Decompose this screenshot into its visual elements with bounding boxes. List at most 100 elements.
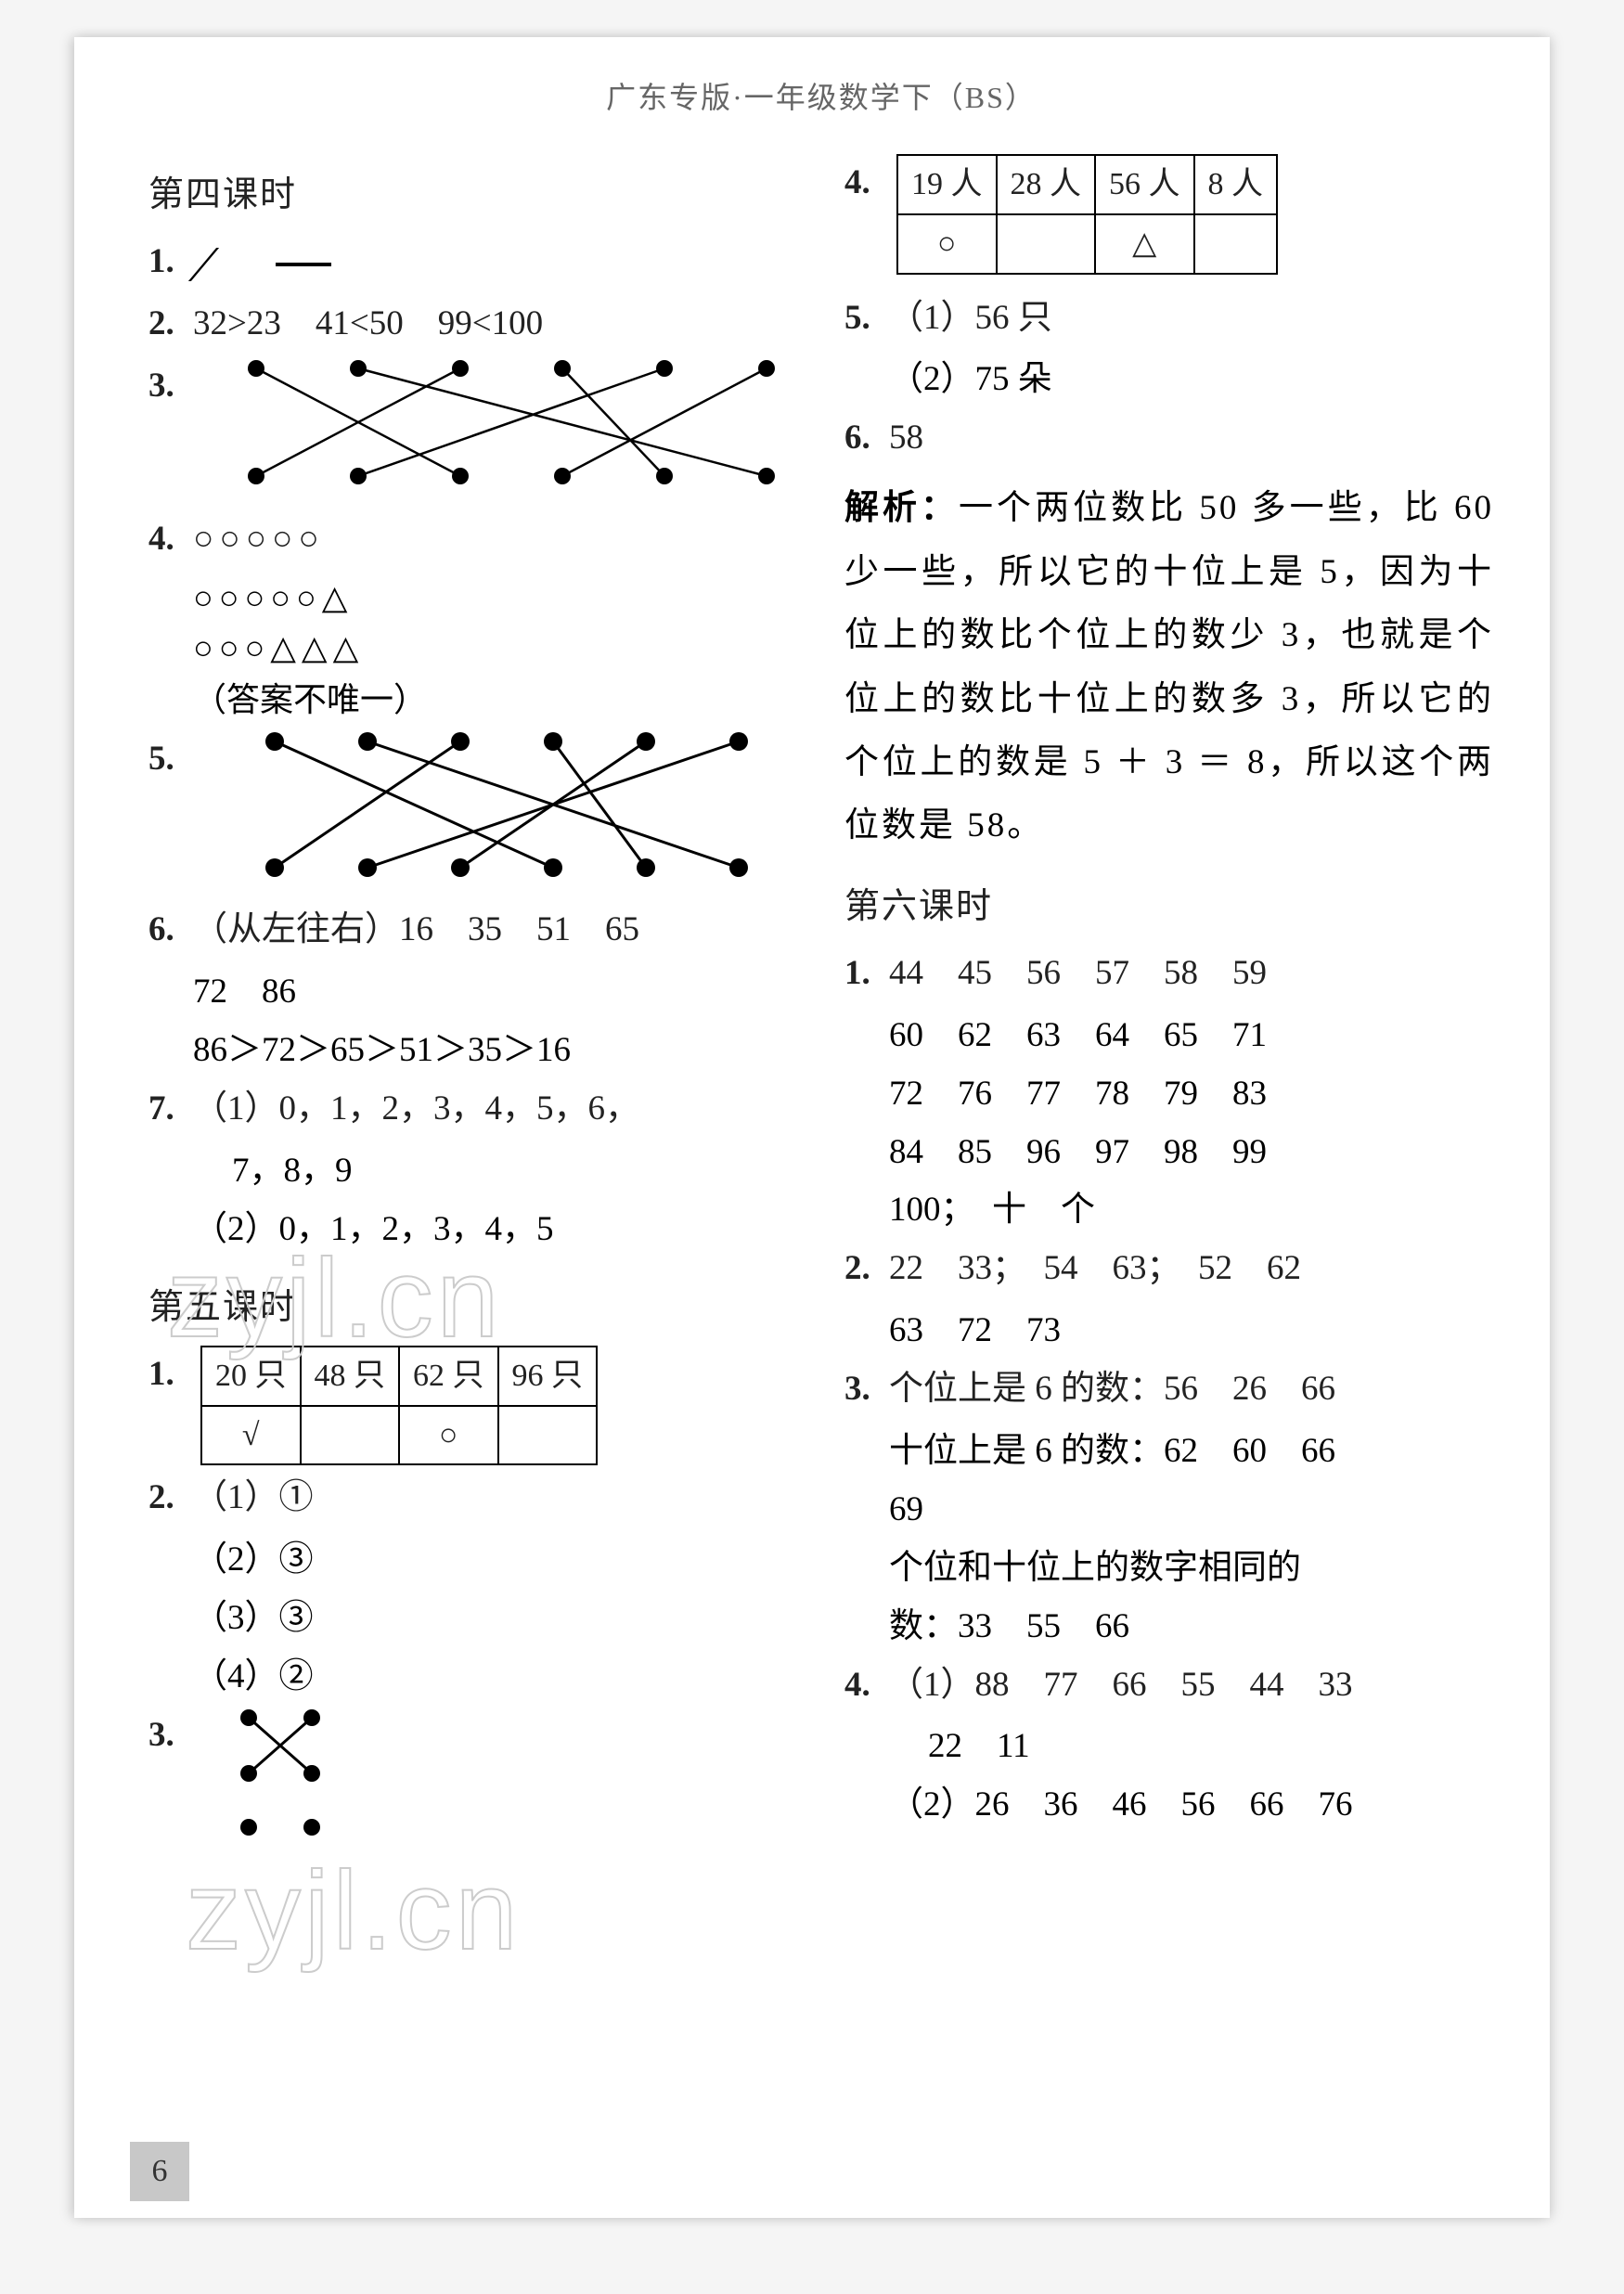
cell: △ <box>1095 214 1194 274</box>
item-num: 1. <box>844 945 889 1003</box>
table: 20 只 48 只 62 只 96 只 √ ○ <box>200 1346 598 1466</box>
r-q4-table: 19 人 28 人 56 人 8 人 ○ △ <box>889 154 1494 275</box>
lesson6-title: 第六课时 <box>844 877 1494 928</box>
cell <box>1194 214 1278 274</box>
l6-q1-l3: 72 76 77 78 79 83 <box>889 1065 1494 1124</box>
cell: 19 人 <box>897 155 997 214</box>
item-num: 3. <box>844 1360 889 1419</box>
table: 19 人 28 人 56 人 8 人 ○ △ <box>896 154 1278 275</box>
item-num: 1. <box>148 1346 193 1404</box>
l4-q4: 4. ○○○○○ <box>148 510 798 569</box>
l6-q3-l1: 个位上是 6 的数：56 26 66 <box>889 1360 1494 1419</box>
l6-q1: 1. 44 45 56 57 58 59 <box>844 945 1494 1003</box>
item-num: 4. <box>844 154 889 213</box>
cell <box>301 1406 400 1465</box>
l6-q4: 4. （1）88 77 66 55 44 33 <box>844 1656 1494 1715</box>
r-q6: 6. 58 <box>844 409 1494 468</box>
q7-l2: 7，8，9 <box>232 1142 798 1201</box>
l5-q2-2: （2）③ <box>193 1531 798 1590</box>
l6-q3-l5: 数：33 55 66 <box>889 1598 1494 1656</box>
cell: 62 只 <box>399 1347 498 1406</box>
content-columns: 第四课时 1. 2. 32>23 41<50 99<100 3. 4. <box>148 154 1494 1860</box>
cell <box>498 1406 598 1465</box>
cell: ○ <box>897 214 997 274</box>
l5-q1: 1. 20 只 48 只 62 只 96 只 √ ○ <box>148 1346 798 1466</box>
r-q4: 4. 19 人 28 人 56 人 8 人 ○ △ <box>844 154 1494 275</box>
q6-l1: （从左往右）16 35 51 65 <box>193 901 798 960</box>
cell: 28 人 <box>997 155 1096 214</box>
l5-q3-diagram <box>238 1707 798 1856</box>
q4-line2: ○○○○○△ <box>193 573 798 623</box>
q4-line3: ○○○△△△ <box>193 623 798 673</box>
l6-q3-l3: 69 <box>889 1481 1494 1540</box>
l6-q4-l1: （1）88 77 66 55 44 33 <box>889 1656 1494 1715</box>
item-num: 4. <box>148 510 193 569</box>
q7-l3: （2）0，1，2，3，4，5 <box>193 1201 798 1259</box>
item-num: 4. <box>844 1656 889 1715</box>
l5-q3: 3. <box>148 1707 798 1856</box>
cell: 8 人 <box>1194 155 1278 214</box>
l4-q6: 6. （从左往右）16 35 51 65 <box>148 901 798 960</box>
cell: 96 只 <box>498 1347 598 1406</box>
item-num: 3. <box>148 1707 193 1765</box>
cell: √ <box>201 1406 301 1465</box>
l6-q1-l2: 60 62 63 64 65 71 <box>889 1007 1494 1065</box>
q4-note: （答案不唯一） <box>193 673 798 721</box>
l4-q5: 5. <box>148 730 798 898</box>
item-num: 5. <box>148 730 193 789</box>
analysis-text: 一个两位数比 50 多一些，比 60 少一些，所以它的十位上是 5，因为十位上的… <box>844 489 1494 844</box>
l4-q3: 3. <box>148 357 798 507</box>
cell: 20 只 <box>201 1347 301 1406</box>
lesson4-title: 第四课时 <box>148 165 798 216</box>
q4-line1: ○○○○○ <box>193 510 798 569</box>
l6-q3: 3. 个位上是 6 的数：56 26 66 <box>844 1360 1494 1419</box>
hline-icon <box>276 263 331 266</box>
table-row: 19 人 28 人 56 人 8 人 <box>897 155 1277 214</box>
cell: 56 人 <box>1095 155 1194 214</box>
l6-q4-l3: （2）26 36 46 56 66 76 <box>889 1776 1494 1835</box>
l5-q1-table: 20 只 48 只 62 只 96 只 √ ○ <box>193 1346 798 1466</box>
l6-q1-l1: 44 45 56 57 58 59 <box>889 945 1494 1003</box>
l6-q2: 2. 22 33； 54 63； 52 62 <box>844 1240 1494 1298</box>
l6-q2-l2: 63 72 73 <box>889 1302 1494 1360</box>
page-number-tab: 6 <box>130 2142 189 2201</box>
item-num: 3. <box>148 357 193 416</box>
slash-icon <box>188 248 253 281</box>
l5-q2-1: （1）① <box>193 1469 798 1527</box>
l6-q2-l1: 22 33； 54 63； 52 62 <box>889 1240 1494 1298</box>
item-num: 6. <box>844 409 889 468</box>
l4-q1: 1. <box>148 233 798 291</box>
analysis: 解析：一个两位数比 50 多一些，比 60 少一些，所以它的十位上是 5，因为十… <box>844 477 1494 858</box>
q7-l1: （1）0，1，2，3，4，5，6， <box>193 1080 798 1139</box>
page: 广东专版·一年级数学下（BS） 第四课时 1. 2. 32>23 41<50 9… <box>74 37 1550 2218</box>
l6-q1-l5: 100； 十 个 <box>889 1181 1494 1240</box>
l6-q3-l4: 个位和十位上的数字相同的 <box>889 1540 1494 1598</box>
left-column: 第四课时 1. 2. 32>23 41<50 99<100 3. 4. <box>148 154 798 1860</box>
item-num: 1. <box>148 233 193 291</box>
q2-text: 32>23 41<50 99<100 <box>193 295 798 354</box>
cell: ○ <box>399 1406 498 1465</box>
item-num: 5. <box>844 290 889 348</box>
r-q5-1: （1）56 只 <box>889 290 1494 348</box>
q5-diagram <box>238 730 798 898</box>
l5-q2: 2. （1）① <box>148 1469 798 1527</box>
l6-q4-l2: 22 11 <box>928 1718 1494 1776</box>
item-num: 2. <box>148 295 193 354</box>
l5-q2-3: （3）③ <box>193 1590 798 1648</box>
cell: 48 只 <box>301 1347 400 1406</box>
q6-l2: 72 86 <box>193 963 798 1022</box>
item-num: 7. <box>148 1080 193 1139</box>
r-q5-2: （2）75 朵 <box>889 351 1494 409</box>
table-row: 20 只 48 只 62 只 96 只 <box>201 1347 597 1406</box>
q1-body <box>193 233 798 291</box>
cell <box>997 214 1096 274</box>
r-q6-text: 58 <box>889 409 1494 468</box>
right-column: 4. 19 人 28 人 56 人 8 人 ○ △ <box>844 154 1494 1860</box>
l6-q1-l4: 84 85 96 97 98 99 <box>889 1124 1494 1182</box>
l4-q2: 2. 32>23 41<50 99<100 <box>148 295 798 354</box>
item-num: 2. <box>844 1240 889 1298</box>
item-num: 2. <box>148 1469 193 1527</box>
lesson5-title: 第五课时 <box>148 1278 798 1329</box>
l5-q2-4: （4）② <box>193 1648 798 1707</box>
r-q5: 5. （1）56 只 <box>844 290 1494 348</box>
